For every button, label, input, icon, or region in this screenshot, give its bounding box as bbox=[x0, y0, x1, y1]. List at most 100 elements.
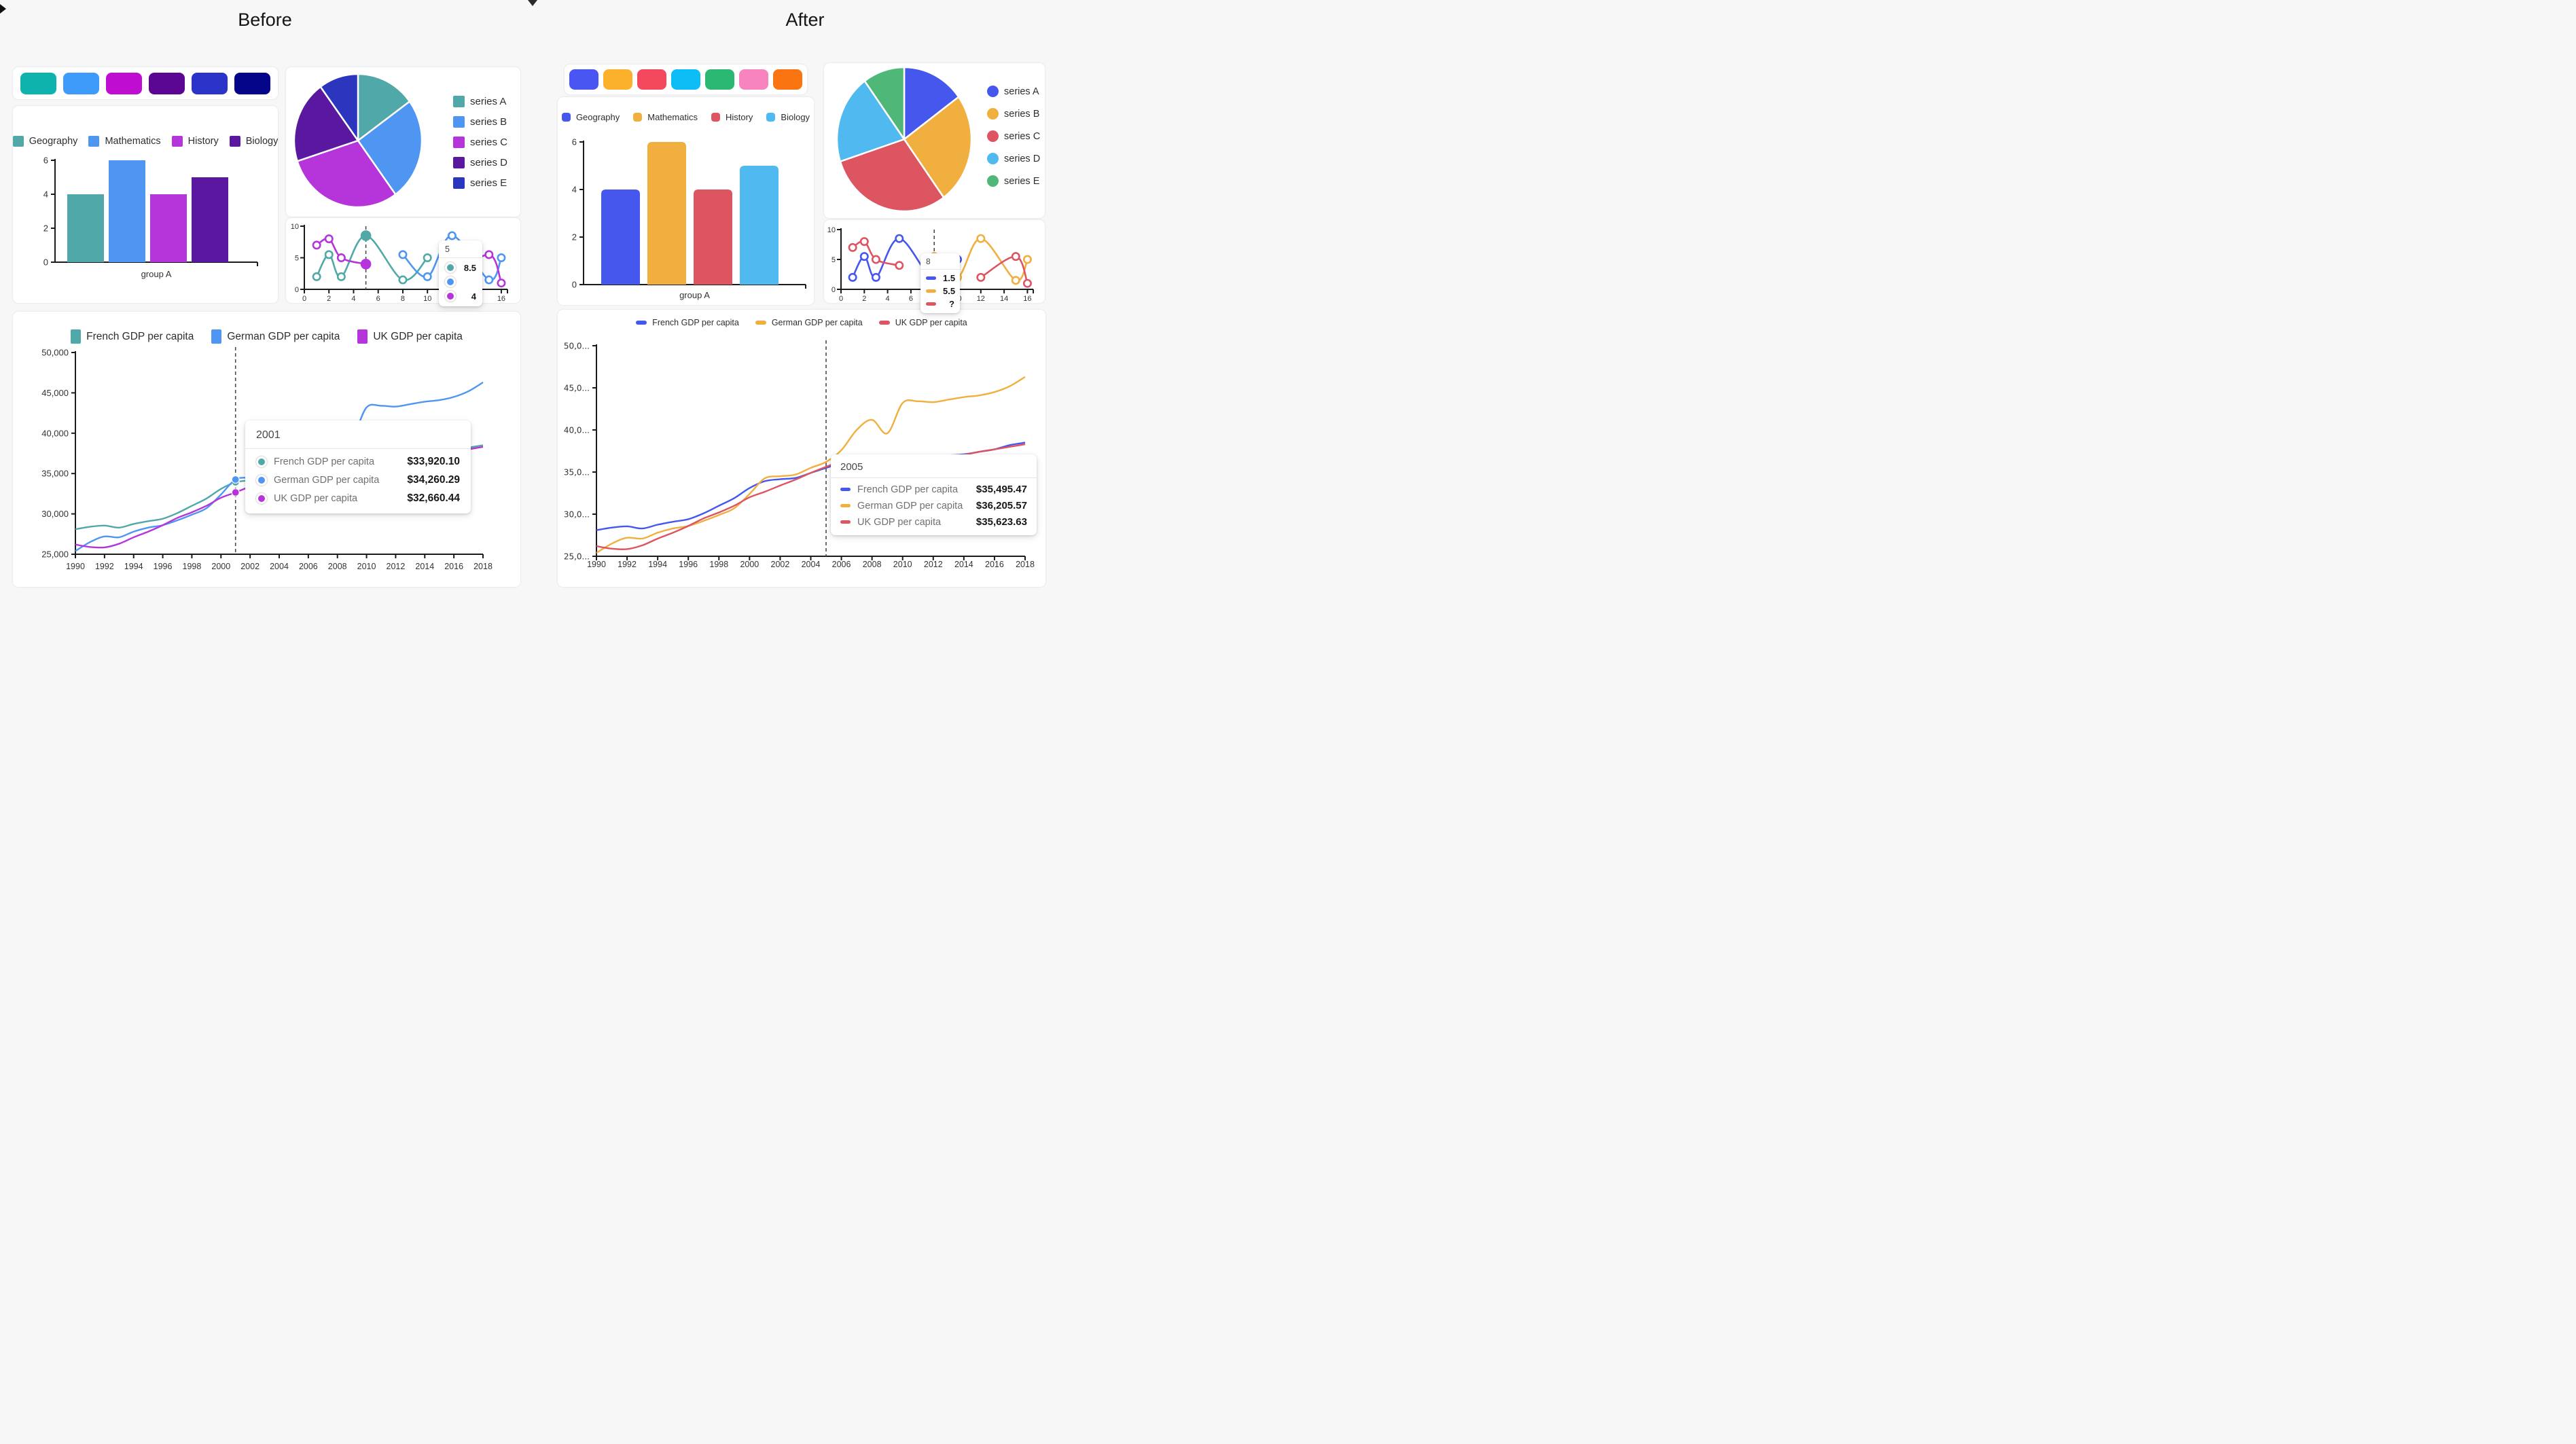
pie-chart-card-before: series A series B series C series D series E bbox=[285, 67, 521, 217]
tooltip-series-value: $35,623.63 bbox=[976, 516, 1027, 528]
svg-text:2008: 2008 bbox=[328, 562, 347, 571]
tooltip-series-label: German GDP per capita bbox=[274, 475, 380, 486]
legend-label: German GDP per capita bbox=[771, 318, 863, 327]
svg-text:40,000: 40,000 bbox=[41, 428, 69, 438]
svg-text:1992: 1992 bbox=[618, 560, 637, 569]
svg-text:50,000: 50,000 bbox=[41, 348, 69, 358]
legend-item-series-e[interactable]: series E bbox=[987, 175, 1039, 187]
legend-item-series-c[interactable]: series C bbox=[453, 137, 507, 148]
screen-corner-artifact bbox=[0, 4, 6, 14]
legend-label: French GDP per capita bbox=[86, 330, 194, 342]
mini-line-card-before: 05100246810121416 5 8.54 bbox=[285, 217, 521, 306]
svg-text:45,0...: 45,0... bbox=[564, 384, 590, 393]
legend-item-series-d[interactable]: series D bbox=[987, 153, 1040, 164]
legend-item-series-d[interactable]: series D bbox=[453, 157, 507, 168]
legend-label: French GDP per capita bbox=[652, 318, 739, 327]
svg-text:2002: 2002 bbox=[771, 560, 790, 569]
legend-item-german-gdp-per-capita[interactable]: German GDP per capita bbox=[211, 329, 340, 344]
legend-label: Geography bbox=[29, 136, 78, 147]
palette-swatch bbox=[149, 72, 185, 94]
legend-item-uk-gdp-per-capita[interactable]: UK GDP per capita bbox=[878, 318, 967, 327]
svg-text:6: 6 bbox=[572, 137, 577, 147]
legend-marker bbox=[561, 113, 571, 122]
tooltip-series-value: 5.5 bbox=[943, 286, 956, 296]
svg-text:2008: 2008 bbox=[863, 560, 882, 569]
bar-chart-canvas-before[interactable]: 0 2 4 6 group A bbox=[13, 106, 278, 303]
svg-text:1990: 1990 bbox=[587, 560, 606, 569]
tooltip-series-value: 4 bbox=[471, 291, 476, 302]
legend-item-uk-gdp-per-capita[interactable]: UK GDP per capita bbox=[357, 329, 463, 344]
legend-marker bbox=[71, 329, 82, 344]
pie-chart-canvas-before[interactable] bbox=[286, 67, 520, 217]
legend-label: Mathematics bbox=[105, 136, 161, 147]
tooltip-row: German GDP per capita $34,260.29 bbox=[256, 474, 460, 486]
legend-marker bbox=[171, 136, 183, 147]
svg-text:14: 14 bbox=[1000, 295, 1008, 303]
legend-item-series-a[interactable]: series A bbox=[453, 96, 506, 107]
palette-swatch bbox=[637, 69, 666, 90]
svg-text:2004: 2004 bbox=[802, 560, 821, 569]
legend-item-mathematics[interactable]: Mathematics bbox=[633, 112, 698, 122]
tooltip-series-marker bbox=[256, 493, 267, 504]
legend-item-series-b[interactable]: series B bbox=[987, 108, 1039, 120]
legend-item-history[interactable]: History bbox=[711, 112, 753, 122]
svg-text:2010: 2010 bbox=[893, 560, 912, 569]
svg-text:2: 2 bbox=[862, 295, 866, 303]
legend-label: Geography bbox=[575, 112, 620, 122]
svg-text:35,0...: 35,0... bbox=[564, 468, 590, 477]
svg-text:12: 12 bbox=[977, 295, 985, 303]
svg-text:4: 4 bbox=[351, 295, 355, 303]
tooltip-row: French GDP per capita $33,920.10 bbox=[256, 456, 460, 468]
svg-text:30,000: 30,000 bbox=[41, 509, 69, 519]
gdp-chart-canvas-after[interactable]: 25,0... 30,0... 35,0... 40,0... 45,0... 50,0.… bbox=[558, 310, 1045, 587]
legend-marker bbox=[12, 136, 24, 147]
tooltip-series-value: ? bbox=[949, 299, 954, 309]
tooltip-header: 2001 bbox=[256, 429, 281, 441]
legend-item-biology[interactable]: Biology bbox=[229, 136, 279, 147]
tooltip-series-value: $36,205.57 bbox=[976, 500, 1027, 511]
tooltip-series-label: German GDP per capita bbox=[857, 500, 963, 511]
legend-item-french-gdp-per-capita[interactable]: French GDP per capita bbox=[71, 329, 194, 344]
legend-item-mathematics[interactable]: Mathematics bbox=[88, 136, 161, 147]
pie-chart-canvas-after[interactable] bbox=[824, 63, 1045, 218]
gdp-legend-before: French GDP per capita German GDP per capi… bbox=[13, 329, 520, 344]
mini-line-canvas-before[interactable]: 05100246810121416 bbox=[286, 218, 520, 303]
svg-text:0: 0 bbox=[43, 257, 48, 268]
palette-swatch bbox=[671, 69, 700, 90]
pie-legend-before: series A series B series C series D series E bbox=[453, 96, 507, 189]
legend-item-french-gdp-per-capita[interactable]: French GDP per capita bbox=[636, 318, 739, 327]
svg-text:8: 8 bbox=[401, 295, 405, 303]
svg-text:6: 6 bbox=[43, 156, 48, 166]
legend-marker bbox=[453, 177, 465, 189]
bar-legend-before: Geography Mathematics History Biology bbox=[12, 136, 279, 147]
palette-swatch bbox=[739, 69, 768, 90]
svg-text:2: 2 bbox=[572, 232, 577, 242]
legend-item-biology[interactable]: Biology bbox=[766, 112, 810, 122]
bar-chart-canvas-after[interactable]: 0 2 4 6 group A bbox=[558, 97, 814, 305]
tooltip-series-value: $34,260.29 bbox=[407, 474, 460, 486]
legend-item-german-gdp-per-capita[interactable]: German GDP per capita bbox=[755, 318, 863, 327]
legend-marker bbox=[878, 321, 890, 325]
legend-item-series-c[interactable]: series C bbox=[987, 130, 1040, 142]
legend-marker bbox=[987, 130, 999, 142]
tooltip-series-marker bbox=[840, 488, 851, 491]
legend-item-series-a[interactable]: series A bbox=[987, 86, 1039, 97]
svg-text:1996: 1996 bbox=[679, 560, 698, 569]
legend-item-history[interactable]: History bbox=[171, 136, 219, 147]
legend-item-series-b[interactable]: series B bbox=[453, 116, 507, 128]
legend-item-geography[interactable]: Geography bbox=[561, 112, 620, 122]
svg-text:35,000: 35,000 bbox=[41, 469, 69, 479]
tooltip-series-marker bbox=[256, 456, 267, 467]
legend-label: Biology bbox=[781, 112, 810, 122]
pane-divider-handle[interactable] bbox=[528, 0, 537, 6]
legend-label: Biology bbox=[245, 136, 279, 147]
gdp-chart-card-after: French GDP per capita German GDP per capi… bbox=[557, 309, 1046, 588]
tooltip-header: 8 bbox=[926, 257, 931, 266]
tooltip-header: 5 bbox=[445, 245, 450, 254]
svg-text:0: 0 bbox=[572, 280, 577, 290]
legend-item-geography[interactable]: Geography bbox=[12, 136, 78, 147]
legend-marker bbox=[453, 137, 465, 148]
legend-marker bbox=[987, 108, 999, 120]
legend-item-series-e[interactable]: series E bbox=[453, 177, 507, 189]
svg-text:4: 4 bbox=[572, 185, 577, 195]
